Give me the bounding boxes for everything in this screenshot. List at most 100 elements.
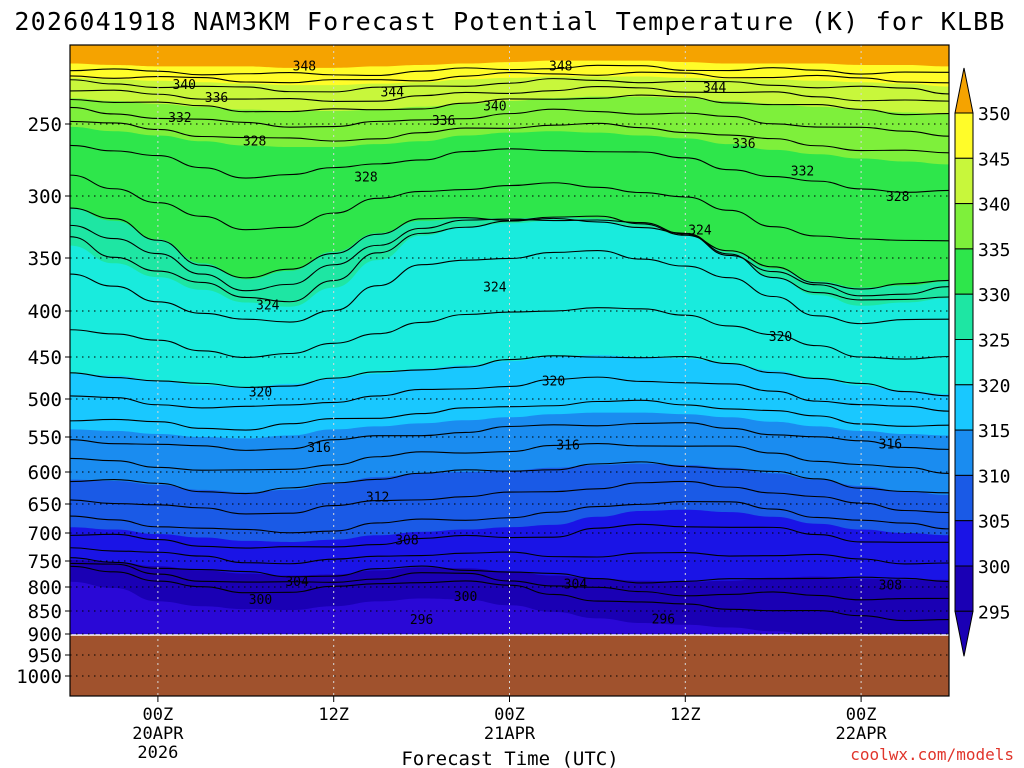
colorbar-label: 305 (978, 512, 1011, 533)
x-tick-label: 00Z (846, 705, 877, 725)
y-tick-label: 1000 (16, 666, 62, 688)
y-tick-label: 850 (28, 601, 62, 623)
contour-label: 304 (564, 577, 588, 592)
terrain (70, 635, 949, 696)
contour-label: 296 (410, 613, 433, 628)
contour-label: 340 (483, 100, 506, 115)
colorbar-label: 310 (978, 466, 1011, 487)
colorbar-label: 315 (978, 421, 1011, 442)
contour-label: 328 (354, 170, 377, 185)
x-tick-label: 00Z (143, 705, 174, 725)
contour-label: 348 (293, 59, 316, 74)
x-tick-label: 22APR (836, 724, 888, 744)
colorbar: 350 345 340 335 330 325 320 315 310 305 300 295 (954, 67, 1011, 657)
colorbar-label: 320 (978, 376, 1011, 397)
x-tick-label: 21APR (484, 724, 536, 744)
contour-label: 300 (249, 593, 272, 608)
colorbar-swatch-295 (954, 565, 974, 612)
contour-320 (70, 355, 949, 397)
contour-302 (70, 547, 949, 565)
contour-label: 344 (703, 81, 727, 96)
contour-label: 332 (791, 165, 814, 180)
contour-344 (70, 78, 949, 95)
y-axis: 2503003504004505005506006507007508008509… (16, 114, 70, 688)
colorbar-swatch-325 (954, 293, 974, 341)
contour-label: 320 (249, 385, 272, 400)
colorbar-swatch-335 (954, 203, 974, 250)
colorbar-swatch-345 (954, 112, 974, 159)
y-tick-label: 900 (28, 624, 62, 646)
contour-label: 312 (366, 491, 389, 506)
colorbar-swatch-305 (954, 474, 974, 522)
contour-label: 320 (542, 374, 565, 389)
contour-338 (70, 106, 949, 137)
contour-322 (70, 307, 949, 360)
plot-area (70, 45, 949, 696)
contour-label: 304 (285, 575, 309, 590)
contour-label: 348 (549, 59, 572, 74)
colorbar-top-arrow (954, 67, 974, 114)
y-tick-label: 600 (28, 462, 62, 484)
contour-label: 324 (483, 281, 507, 296)
y-tick-label: 550 (28, 427, 62, 449)
x-tick-label: 2026 (137, 743, 178, 763)
colorbar-swatch-340 (954, 157, 974, 205)
colorbar-swatch-315 (954, 384, 974, 431)
contour-346 (70, 71, 949, 84)
y-tick-label: 500 (28, 389, 62, 411)
watermark: coolwx.com/models (850, 745, 1014, 764)
y-tick-label: 300 (28, 186, 62, 208)
contour-label: 344 (381, 85, 405, 100)
contour-label: 316 (307, 441, 330, 456)
contour-label: 328 (886, 190, 909, 205)
contour-label: 324 (688, 224, 712, 239)
contour-label: 336 (732, 137, 755, 152)
y-tick-label: 700 (28, 523, 62, 545)
contour-label: 308 (879, 578, 902, 593)
colorbar-swatch-330 (954, 248, 974, 295)
colorbar-label: 345 (978, 149, 1011, 170)
y-tick-label: 250 (28, 114, 62, 136)
contour-336 (70, 120, 949, 154)
contour-label: 336 (205, 91, 228, 106)
colorbar-label: 350 (978, 104, 1011, 125)
colorbar-label: 330 (978, 285, 1011, 306)
y-tick-label: 750 (28, 551, 62, 573)
colorbar-label: 300 (978, 557, 1011, 578)
x-axis-label: Forecast Time (UTC) (401, 748, 618, 768)
contour-label: 320 (769, 330, 792, 345)
contour-label: 308 (395, 533, 418, 548)
y-tick-label: 950 (28, 645, 62, 667)
contour-326 (70, 217, 949, 303)
contour-label: 324 (256, 299, 280, 314)
y-tick-label: 800 (28, 577, 62, 599)
contour-label: 296 (652, 613, 675, 628)
colorbar-swatch-310 (954, 429, 974, 476)
contour-label: 328 (243, 134, 266, 149)
chart-title: 2026041918 NAM3KM Forecast Potential Tem… (14, 7, 1005, 36)
x-tick-label: 20APR (132, 724, 184, 744)
y-tick-label: 650 (28, 494, 62, 516)
y-tick-label: 450 (28, 347, 62, 369)
contour-306 (70, 501, 949, 534)
colorbar-bottom-arrow (954, 610, 974, 657)
contour-308 (70, 480, 949, 515)
contour-314 (70, 422, 949, 451)
contour-label: 336 (432, 114, 455, 129)
colorbar-label: 340 (978, 195, 1011, 216)
contour-label: 300 (454, 590, 477, 605)
x-tick-label: 12Z (318, 705, 349, 725)
contour-340 (70, 94, 949, 116)
colorbar-label: 325 (978, 331, 1011, 352)
contour-300 (70, 557, 949, 584)
contour-label: 316 (556, 438, 579, 453)
x-tick-label: 12Z (670, 705, 701, 725)
colorbar-swatch-300 (954, 520, 974, 567)
colorbar-swatch-320 (954, 339, 974, 386)
contour-312 (70, 443, 949, 474)
contour-332 (70, 174, 949, 242)
x-tick-label: 00Z (494, 705, 525, 725)
contour-label: 340 (173, 78, 196, 93)
